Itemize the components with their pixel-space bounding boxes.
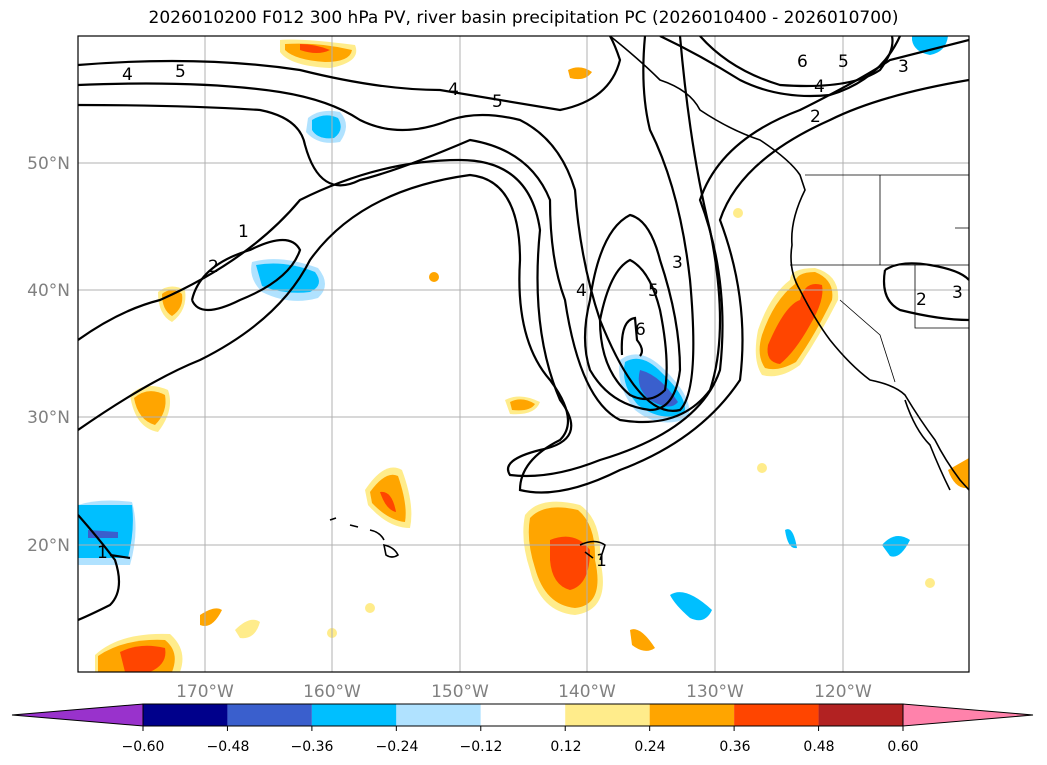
colorbar-segment [734, 704, 819, 726]
map-title: 2026010200 F012 300 hPa PV, river basin … [148, 8, 899, 28]
colorbar-over-extension [902, 703, 1034, 727]
contour-label: 5 [838, 52, 849, 72]
lat-tick-label: 40°N [27, 281, 70, 301]
colorbar-tick-label: −0.24 [376, 739, 419, 755]
colorbar-segment [143, 704, 228, 726]
contour-label: 1 [97, 543, 108, 563]
lon-tick-label: 160°W [303, 682, 361, 702]
state-borders [790, 174, 969, 383]
colorbar-tick-label: 0.60 [887, 739, 918, 755]
lon-tick-labels: 170°W 160°W 150°W 140°W 130°W 120°W [176, 682, 872, 702]
contour-label: 5 [492, 92, 503, 112]
contour-label: 5 [175, 62, 186, 82]
contour-label: 3 [672, 253, 683, 273]
colorbar-segment [818, 704, 903, 726]
lon-tick-label: 150°W [431, 682, 489, 702]
colorbar-tick-label: −0.12 [460, 739, 503, 755]
colorbar-tick-label: 0.12 [550, 739, 581, 755]
lat-tick-label: 20°N [27, 536, 70, 556]
contour-label: 1 [238, 222, 249, 242]
lon-tick-label: 130°W [686, 682, 744, 702]
colorbar-tick-label: −0.60 [122, 739, 165, 755]
colorbar-tick-label: −0.36 [291, 739, 334, 755]
contour-label: 6 [635, 320, 646, 340]
lat-tick-label: 30°N [27, 408, 70, 428]
contour-label: 2 [208, 257, 219, 277]
colorbar-under-extension [11, 703, 144, 727]
colorbar-segment [311, 704, 397, 726]
colorbar-segment [396, 704, 481, 726]
colorbar-segment [480, 704, 566, 726]
contour-label: 2 [810, 107, 821, 127]
lon-tick-label: 170°W [176, 682, 234, 702]
graticule [78, 36, 969, 672]
colorbar-tick-label: 0.24 [634, 739, 665, 755]
lon-tick-label: 120°W [814, 682, 872, 702]
contour-label: 4 [448, 80, 459, 100]
colorbar [11, 703, 1034, 731]
colorbar-segment [649, 704, 735, 726]
contour-label: 4 [122, 65, 133, 85]
contour-label: 4 [576, 281, 587, 301]
colorbar-tick-labels: −0.60 −0.48 −0.36 −0.24 −0.12 0.12 0.24 … [122, 739, 919, 755]
contour-label: 6 [797, 52, 808, 72]
contour-labels: 4 5 4 5 6 5 4 3 2 1 2 4 5 3 6 1 1 2 3 [97, 52, 963, 571]
colorbar-tick-label: 0.36 [719, 739, 750, 755]
colorbar-tick-label: 0.48 [803, 739, 834, 755]
contour-label: 3 [952, 283, 963, 303]
lat-tick-labels: 50°N 40°N 30°N 20°N [27, 154, 70, 556]
colorbar-outline [142, 703, 904, 727]
pv-contours [78, 36, 969, 622]
contour-label: 3 [898, 57, 909, 77]
coastlines [329, 36, 969, 561]
contour-label: 1 [596, 551, 607, 571]
colorbar-tick-label: −0.48 [207, 739, 250, 755]
colorbar-segment [227, 704, 312, 726]
contour-label: 5 [648, 281, 659, 301]
map-frame [77, 35, 970, 673]
lon-tick-label: 140°W [558, 682, 616, 702]
lat-tick-label: 50°N [27, 154, 70, 174]
contour-label: 4 [814, 77, 825, 97]
contour-label: 2 [916, 290, 927, 310]
colorbar-segment [565, 704, 650, 726]
map-background [78, 36, 969, 672]
